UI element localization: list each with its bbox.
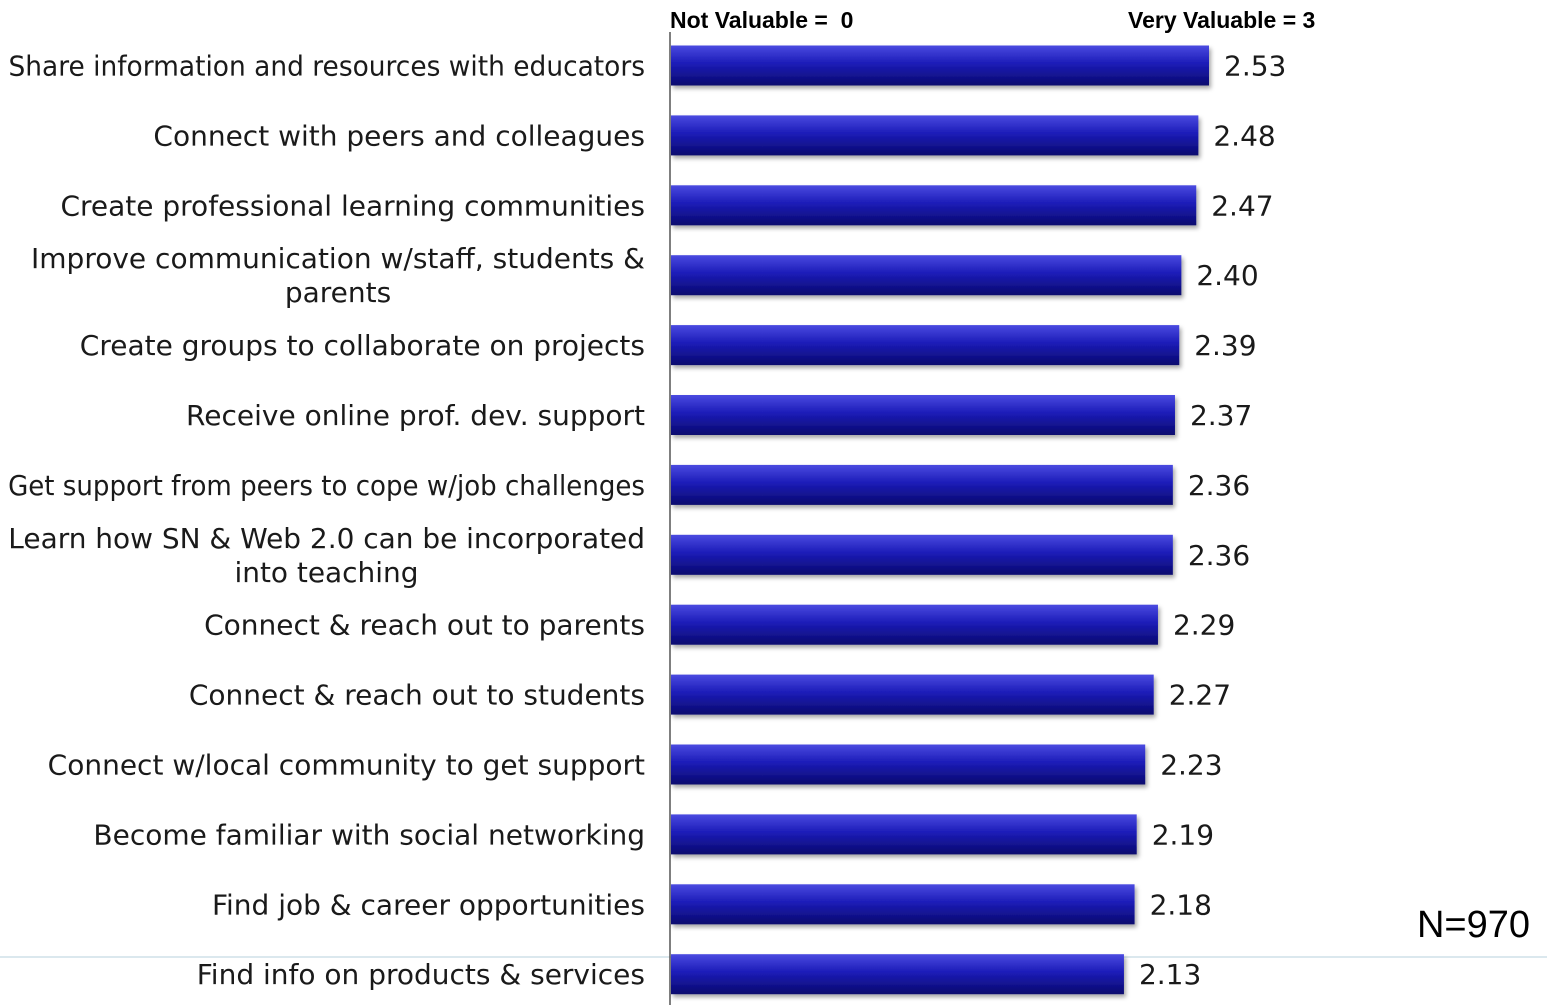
category-label-3: Improve communication w/staff, students … bbox=[31, 242, 645, 309]
value-label-1: 2.48 bbox=[1213, 119, 1275, 152]
category-label-0: Share information and resources with edu… bbox=[8, 51, 645, 83]
bar-9 bbox=[671, 675, 1154, 715]
value-label-2: 2.47 bbox=[1211, 189, 1273, 222]
bar-11 bbox=[671, 814, 1137, 854]
value-label-4: 2.39 bbox=[1194, 329, 1256, 362]
category-label-6: Get support from peers to cope w/job cha… bbox=[8, 470, 645, 502]
sample-size-label: N=970 bbox=[1417, 904, 1530, 946]
category-label-9: Connect & reach out to students bbox=[189, 679, 645, 712]
category-label-13: Find info on products & services bbox=[197, 958, 645, 991]
value-label-9: 2.27 bbox=[1169, 679, 1231, 712]
value-label-7: 2.36 bbox=[1188, 539, 1250, 572]
bar-3 bbox=[671, 255, 1181, 295]
bar-4 bbox=[671, 325, 1179, 365]
value-label-8: 2.29 bbox=[1173, 609, 1235, 642]
value-label-5: 2.37 bbox=[1190, 399, 1252, 432]
value-label-0: 2.53 bbox=[1224, 50, 1286, 83]
category-label-8: Connect & reach out to parents bbox=[204, 609, 645, 642]
category-label-11: Become familiar with social networking bbox=[93, 818, 645, 851]
category-label-2: Create professional learning communities bbox=[60, 189, 645, 222]
bar-1 bbox=[671, 115, 1198, 155]
bar-12 bbox=[671, 884, 1135, 924]
bar-7 bbox=[671, 535, 1173, 575]
value-label-13: 2.13 bbox=[1139, 958, 1201, 991]
bar-series bbox=[671, 46, 1209, 995]
bar-0 bbox=[671, 46, 1209, 86]
category-label-10: Connect w/local community to get support bbox=[48, 749, 645, 782]
scale-max-label: Very Valuable = 3 bbox=[1128, 7, 1315, 33]
bar-6 bbox=[671, 465, 1173, 505]
scale-min-label: Not Valuable = 0 bbox=[670, 7, 853, 33]
value-label-6: 2.36 bbox=[1188, 469, 1250, 502]
category-label-7: Learn how SN & Web 2.0 can be incorporat… bbox=[8, 522, 645, 589]
value-label-10: 2.23 bbox=[1160, 749, 1222, 782]
category-labels: Share information and resources with edu… bbox=[8, 51, 645, 991]
bar-5 bbox=[671, 395, 1175, 435]
value-label-12: 2.18 bbox=[1150, 888, 1212, 921]
bar-10 bbox=[671, 745, 1145, 785]
category-label-12: Find job & career opportunities bbox=[212, 888, 645, 921]
value-label-11: 2.19 bbox=[1152, 818, 1214, 851]
value-label-3: 2.40 bbox=[1196, 259, 1258, 292]
bar-13 bbox=[671, 954, 1124, 994]
bar-8 bbox=[671, 605, 1158, 645]
category-label-5: Receive online prof. dev. support bbox=[186, 399, 645, 432]
category-label-4: Create groups to collaborate on projects bbox=[80, 329, 645, 362]
category-label-1: Connect with peers and colleagues bbox=[153, 119, 645, 152]
bar-2 bbox=[671, 185, 1196, 225]
